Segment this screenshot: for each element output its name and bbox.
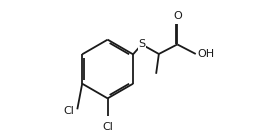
Text: OH: OH <box>197 49 214 59</box>
Text: S: S <box>138 39 145 49</box>
Text: Cl: Cl <box>102 122 113 132</box>
Text: Cl: Cl <box>63 106 74 116</box>
Text: O: O <box>173 10 182 21</box>
